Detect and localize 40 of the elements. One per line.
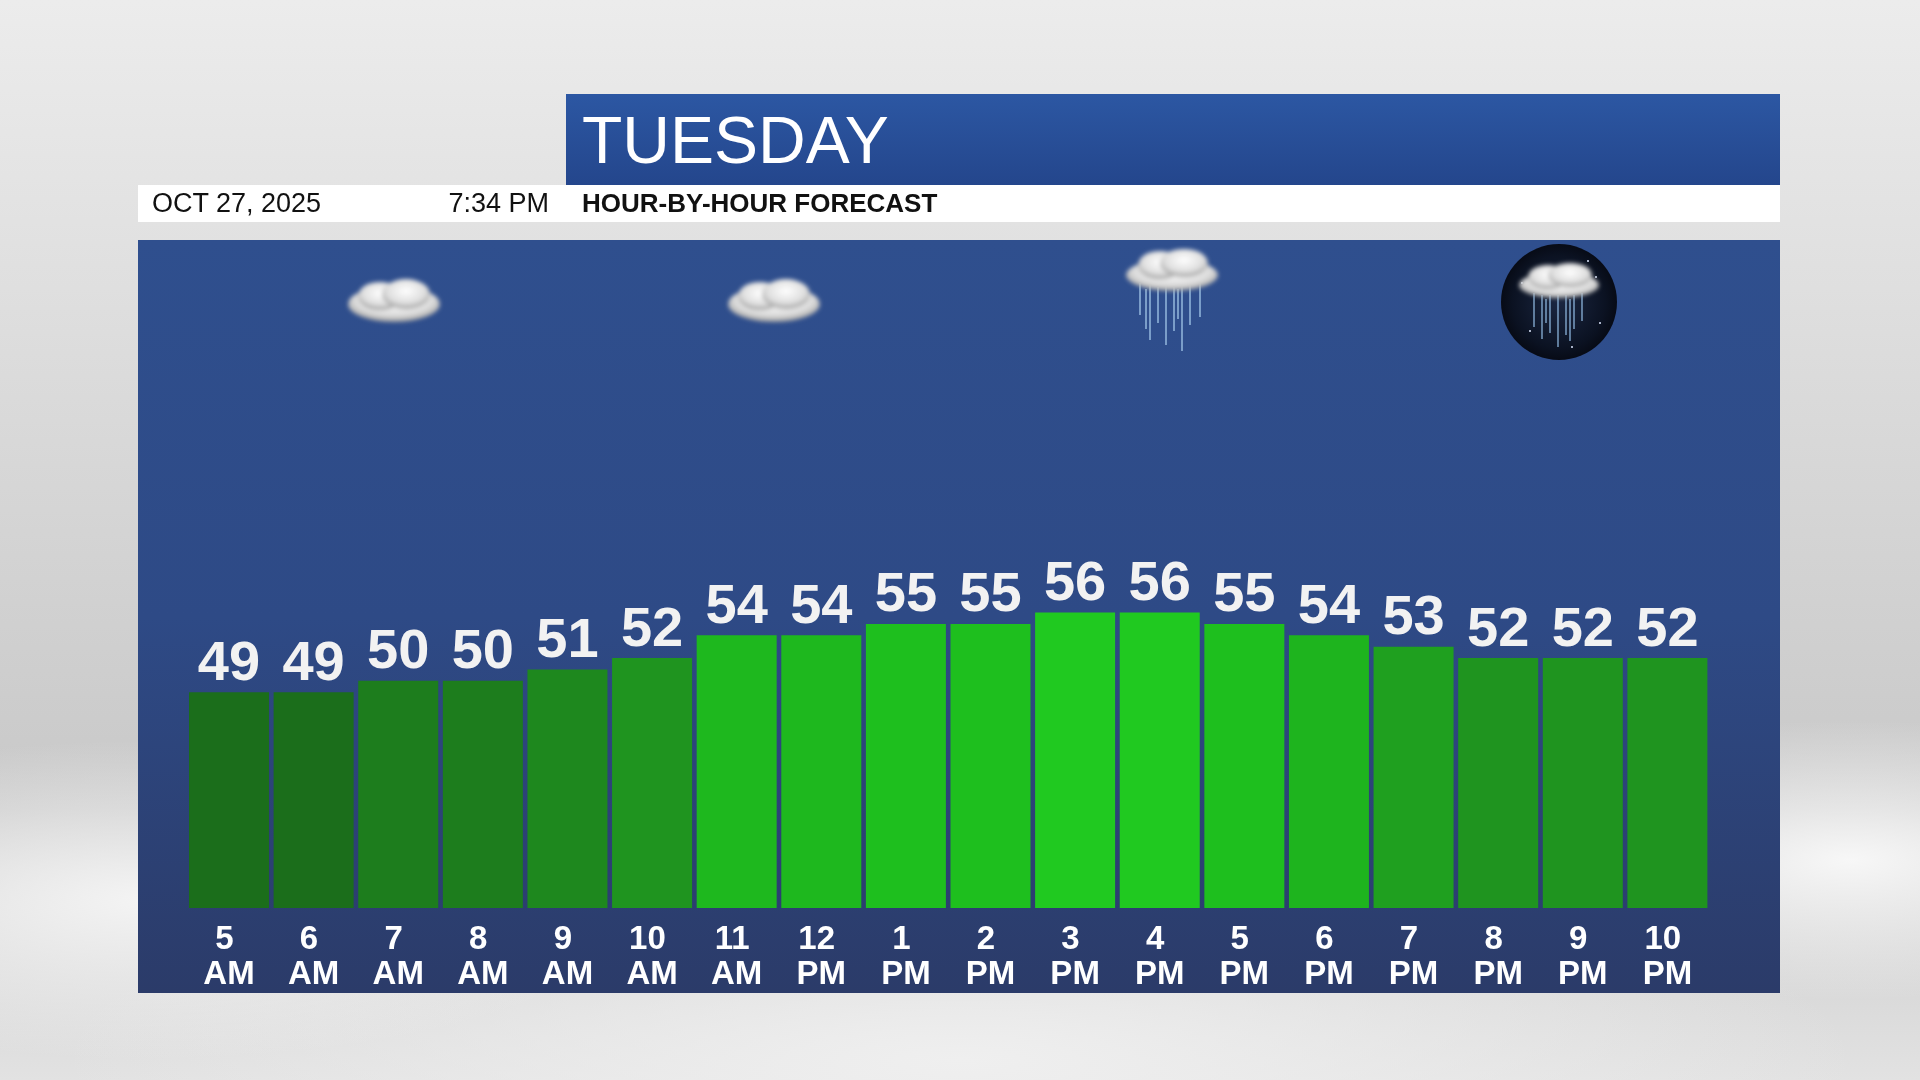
data-label: 55: [874, 560, 938, 624]
x-tick-label: 6 PM: [1304, 919, 1354, 991]
x-tick-label: 8 PM: [1473, 919, 1523, 991]
data-label: 52: [1636, 594, 1699, 658]
x-tick-label: 10 AM: [626, 919, 678, 991]
data-label: 55: [1213, 560, 1276, 624]
data-label: 54: [1297, 571, 1361, 635]
x-tick-label: 10 PM: [1642, 919, 1693, 991]
x-tick-label: 5 PM: [1219, 919, 1270, 991]
x-tick-label: 9 AM: [541, 919, 594, 991]
x-tick-label: 2 PM: [965, 919, 1016, 991]
data-label: 49: [197, 628, 261, 692]
x-tick-label: 7 AM: [372, 919, 424, 991]
x-tick-label: 9 PM: [1558, 919, 1608, 991]
data-label: 56: [1043, 549, 1107, 613]
x-tick-label: 3 PM: [1050, 919, 1100, 991]
text: OCT 27, 2025: [152, 187, 322, 219]
x-tick-label: 6 AM: [287, 919, 340, 991]
x-tick-label: 1 PM: [881, 919, 931, 991]
x-tick-label: 8 AM: [457, 919, 509, 991]
data-label: 49: [282, 628, 345, 692]
data-label: 53: [1382, 583, 1445, 647]
data-label: 50: [451, 617, 514, 681]
data-label: 52: [1551, 594, 1614, 658]
data-label: 50: [367, 617, 430, 681]
chart-subtitle: HOUR-BY-HOUR FORECAST: [582, 187, 938, 220]
data-label: 54: [790, 571, 853, 635]
data-label: 52: [1467, 594, 1530, 658]
x-tick-label: 4 PM: [1134, 919, 1185, 991]
data-label: 51: [536, 605, 599, 669]
data-label: 54: [705, 571, 768, 635]
x-tick-label: 11 AM: [711, 919, 763, 991]
x-tick-label: 5 AM: [203, 919, 255, 991]
x-tick-label: 7 PM: [1388, 919, 1439, 991]
data-label: 52: [620, 594, 684, 658]
x-tick-label: 12 PM: [796, 919, 847, 991]
data-label: 55: [959, 560, 1022, 624]
data-label: 56: [1128, 549, 1191, 613]
chart-title: TUESDAY: [582, 102, 889, 179]
text: 7:34 PM: [448, 187, 549, 219]
